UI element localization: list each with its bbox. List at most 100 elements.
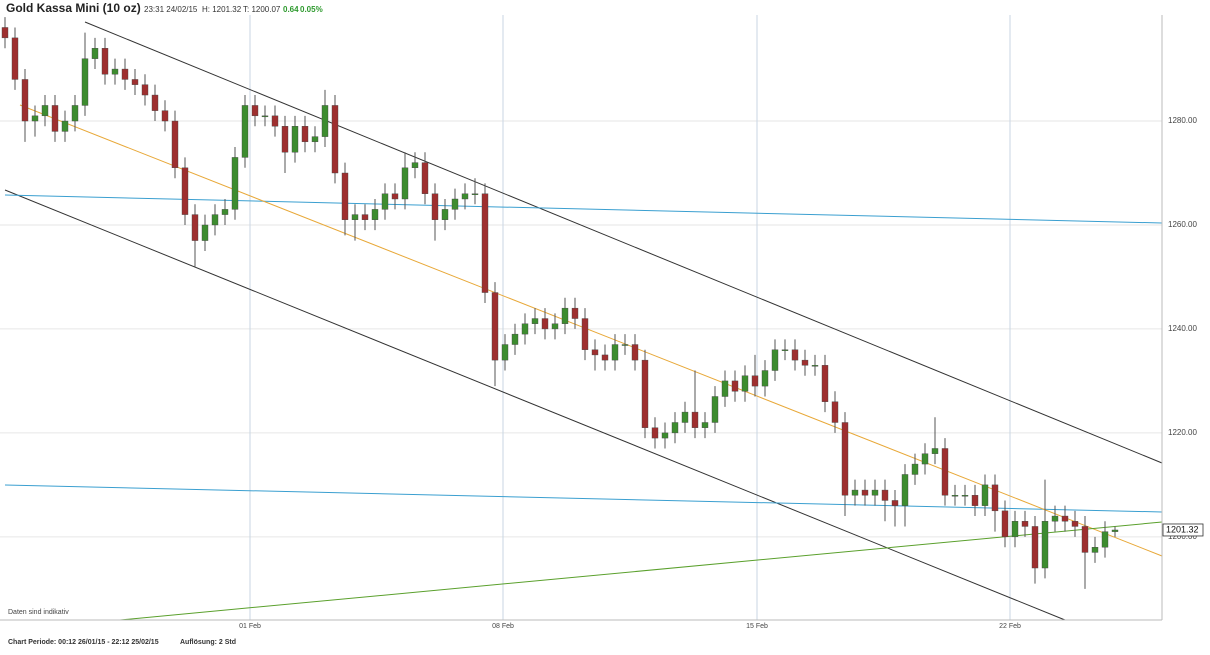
candle-body bbox=[91, 48, 99, 59]
candle-body bbox=[451, 198, 459, 210]
candle-body bbox=[1111, 529, 1119, 532]
candle-body bbox=[551, 323, 559, 330]
candle-body bbox=[531, 318, 539, 324]
candle-body bbox=[421, 162, 429, 194]
candle-body bbox=[291, 126, 299, 153]
candle-body bbox=[501, 344, 509, 361]
candle-body bbox=[381, 193, 389, 210]
trend-line bbox=[19, 104, 1163, 557]
y-tick-label: 1220.00 bbox=[1168, 428, 1197, 437]
candle-body bbox=[701, 422, 709, 428]
candle-body bbox=[21, 79, 29, 122]
header-high: H: 1201.32 bbox=[202, 5, 242, 14]
candle-body bbox=[481, 193, 489, 293]
candle-body bbox=[441, 209, 449, 220]
candle-body bbox=[321, 105, 329, 137]
candle-body bbox=[641, 359, 649, 428]
candle-body bbox=[31, 115, 39, 122]
candle-body bbox=[431, 193, 439, 220]
candle-body bbox=[101, 48, 109, 75]
candle-body bbox=[131, 79, 139, 85]
candle-body bbox=[581, 318, 589, 350]
candle-body bbox=[721, 380, 729, 397]
candle-body bbox=[181, 167, 189, 215]
candle-body bbox=[941, 448, 949, 496]
candle-body bbox=[901, 474, 909, 506]
candle-body bbox=[401, 167, 409, 200]
candle-body bbox=[851, 489, 859, 496]
candle-body bbox=[1011, 521, 1019, 538]
candle-body bbox=[1091, 547, 1099, 553]
candle-body bbox=[991, 484, 999, 512]
candle-body bbox=[71, 105, 79, 122]
candle-body bbox=[241, 105, 249, 158]
candle-body bbox=[631, 344, 639, 361]
candle-body bbox=[541, 318, 549, 330]
y-tick-label: 1200.00 bbox=[1168, 532, 1197, 541]
candle-body bbox=[1, 27, 9, 39]
candle-body bbox=[391, 193, 399, 200]
last-price-label: 1201.32 bbox=[1166, 524, 1199, 534]
candle-body bbox=[561, 307, 569, 324]
candle-body bbox=[1041, 521, 1049, 569]
candle-body bbox=[511, 333, 519, 345]
candle-body bbox=[261, 115, 269, 118]
candle-body bbox=[151, 94, 159, 111]
candles bbox=[1, 17, 1119, 589]
candle-body bbox=[41, 105, 49, 117]
candle-body bbox=[51, 105, 59, 132]
y-tick-label: 1240.00 bbox=[1168, 324, 1197, 333]
candle-body bbox=[411, 162, 419, 169]
candle-body bbox=[881, 489, 889, 501]
candle-body bbox=[111, 68, 119, 75]
candle-body bbox=[681, 411, 689, 423]
x-tick-label: 15 Feb bbox=[746, 623, 768, 630]
candle-body bbox=[671, 422, 679, 434]
note: Daten sind indikativ bbox=[8, 609, 69, 616]
candle-body bbox=[281, 126, 289, 153]
candle-body bbox=[351, 214, 359, 220]
trend-line bbox=[4, 189, 1066, 621]
candle-body bbox=[1021, 521, 1029, 527]
header-change: 0.64 bbox=[283, 5, 299, 14]
candle-body bbox=[191, 214, 199, 241]
candle-body bbox=[341, 172, 349, 220]
candle-body bbox=[871, 489, 879, 496]
candle-body bbox=[1081, 526, 1089, 553]
candle-body bbox=[571, 307, 579, 319]
candle-body bbox=[961, 495, 969, 497]
candle-body bbox=[621, 344, 629, 346]
candle-body bbox=[661, 432, 669, 439]
candle-body bbox=[931, 448, 939, 454]
candle-body bbox=[371, 209, 379, 220]
header-time: 23:31 24/02/15 bbox=[144, 5, 198, 14]
x-tick-label: 01 Feb bbox=[239, 623, 261, 630]
candle-body bbox=[471, 193, 479, 195]
candle-body bbox=[741, 375, 749, 392]
footer-resolution: Auflösung: 2 Std bbox=[180, 639, 236, 646]
candle-body bbox=[311, 136, 319, 143]
candle-body bbox=[301, 126, 309, 143]
candle-body bbox=[971, 495, 979, 506]
candle-body bbox=[141, 84, 149, 96]
candle-body bbox=[821, 365, 829, 402]
candle-body bbox=[781, 349, 789, 351]
header-low: T: 1200.07 bbox=[243, 5, 281, 14]
candle-body bbox=[121, 68, 129, 80]
candle-body bbox=[11, 37, 19, 80]
candle-body bbox=[201, 224, 209, 241]
candle-body bbox=[1071, 521, 1079, 527]
candle-body bbox=[651, 427, 659, 439]
candle-body bbox=[331, 105, 339, 174]
candle-body bbox=[921, 453, 929, 465]
trend-line bbox=[119, 521, 1163, 621]
candle-body bbox=[81, 58, 89, 106]
candle-body bbox=[251, 105, 259, 117]
footer-period: Chart Periode: 00:12 26/01/15 - 22:12 25… bbox=[8, 639, 159, 646]
candle-body bbox=[271, 115, 279, 127]
candle-body bbox=[1031, 526, 1039, 569]
candle-body bbox=[1061, 515, 1069, 522]
trend-lines bbox=[4, 21, 1163, 621]
chart-title: Gold Kassa Mini (10 oz) bbox=[6, 1, 141, 15]
